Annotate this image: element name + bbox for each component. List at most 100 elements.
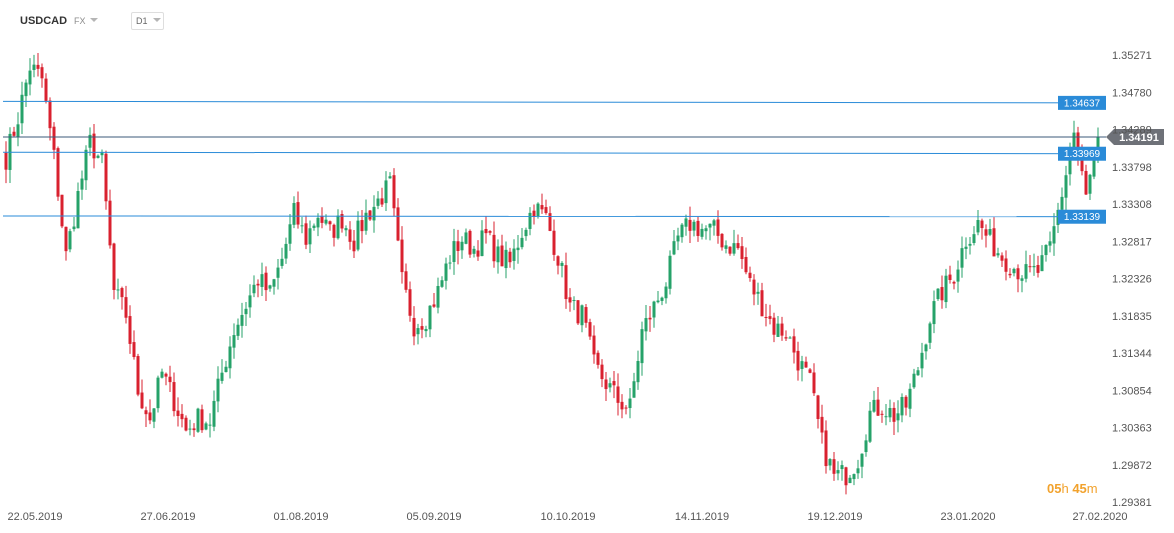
candle-up <box>964 246 968 249</box>
candle-up <box>384 180 388 204</box>
candle-down <box>92 133 96 159</box>
candle-down <box>172 382 176 412</box>
candle-down <box>52 126 56 150</box>
candle-down <box>816 395 820 420</box>
candle-up <box>156 377 160 409</box>
x-tick-label: 23.01.2020 <box>940 511 995 523</box>
candle-down <box>184 417 188 431</box>
y-tick-label: 1.31835 <box>1112 311 1152 323</box>
level-label: 1.34637 <box>1064 98 1101 109</box>
candle-down <box>764 316 768 318</box>
candle-down <box>620 401 624 410</box>
candle-up <box>852 474 856 480</box>
level-label: 1.33969 <box>1064 149 1101 160</box>
candle-up <box>652 301 656 318</box>
candle-up <box>664 286 668 299</box>
candle-up <box>912 373 916 388</box>
candle-up <box>968 243 972 246</box>
candle-down <box>1036 265 1040 273</box>
candle-up <box>788 337 792 339</box>
candle-up <box>580 305 584 326</box>
candle-up <box>1052 226 1056 244</box>
candle-up <box>960 248 964 268</box>
candle-down <box>492 234 496 262</box>
y-tick-label: 1.32817 <box>1112 236 1152 248</box>
candle-down <box>948 274 952 281</box>
candle-down <box>148 412 152 421</box>
candle-up <box>244 308 248 315</box>
candle-up <box>288 224 292 244</box>
candle-up <box>72 226 76 230</box>
candle-down <box>1028 266 1032 268</box>
candle-up <box>856 468 860 474</box>
candle-down <box>136 356 140 395</box>
x-tick-label: 27.06.2019 <box>140 511 195 523</box>
candle-down <box>748 272 752 279</box>
candle-up <box>444 263 448 281</box>
candle-down <box>792 336 796 353</box>
candle-up <box>776 323 780 337</box>
chevron-down-icon[interactable] <box>90 18 98 22</box>
x-tick-label: 05.09.2019 <box>406 511 461 523</box>
candle-up <box>208 424 212 426</box>
candle-up <box>1088 174 1092 194</box>
candle-down <box>104 153 108 202</box>
candle-up <box>312 225 316 228</box>
candle-down <box>584 307 588 323</box>
candle-down <box>396 207 400 241</box>
candle-up <box>1020 278 1024 281</box>
candle-down <box>144 410 148 415</box>
candle-down <box>768 316 772 319</box>
timer-minutes-unit: m <box>1086 481 1098 496</box>
candle-down <box>412 317 416 337</box>
candle-up <box>632 381 636 398</box>
candle-up <box>452 241 456 262</box>
timeframe-select[interactable]: D1 <box>131 12 164 30</box>
candle-up <box>920 352 924 369</box>
candle-down <box>844 467 848 486</box>
candle-up <box>1040 255 1044 272</box>
candle-down <box>784 337 788 339</box>
x-tick-label: 22.05.2019 <box>7 511 62 523</box>
candle-up <box>672 241 676 255</box>
candle-up <box>840 465 844 470</box>
candle-down <box>404 271 408 290</box>
candle-down <box>556 256 560 266</box>
candle-down <box>320 216 324 223</box>
candle-up <box>1048 241 1052 246</box>
candle-up <box>308 228 312 245</box>
candle-down <box>64 226 68 252</box>
candle-down <box>296 202 300 225</box>
timer-hours-unit: h <box>1061 481 1069 496</box>
candle-down <box>132 342 136 358</box>
candle-down <box>548 213 552 231</box>
candle-up <box>1092 151 1096 177</box>
candle-up <box>680 224 684 238</box>
candle-down <box>176 410 180 417</box>
candle-down <box>56 148 60 197</box>
candle-up <box>280 258 284 266</box>
candle-up <box>436 286 440 308</box>
candle-down <box>456 241 460 251</box>
candle-up <box>292 203 296 225</box>
candles-layer <box>4 52 1100 495</box>
candle-up <box>908 388 912 409</box>
candle-up <box>448 262 452 264</box>
candle-up <box>76 191 80 229</box>
candle-down <box>564 265 568 300</box>
candle-up <box>644 318 648 332</box>
candle-up <box>988 229 992 235</box>
candle-down <box>420 326 424 330</box>
candle-down <box>380 198 384 205</box>
level-tag <box>1058 209 1106 224</box>
candle-down <box>256 283 260 286</box>
candle-down <box>736 243 740 249</box>
candle-up <box>100 152 104 156</box>
candle-up <box>212 400 216 427</box>
candle-down <box>340 214 344 229</box>
candle-up <box>236 324 240 336</box>
symbol-label[interactable]: USDCAD <box>20 15 68 27</box>
candle-up <box>932 301 936 325</box>
candle-down <box>808 369 812 373</box>
